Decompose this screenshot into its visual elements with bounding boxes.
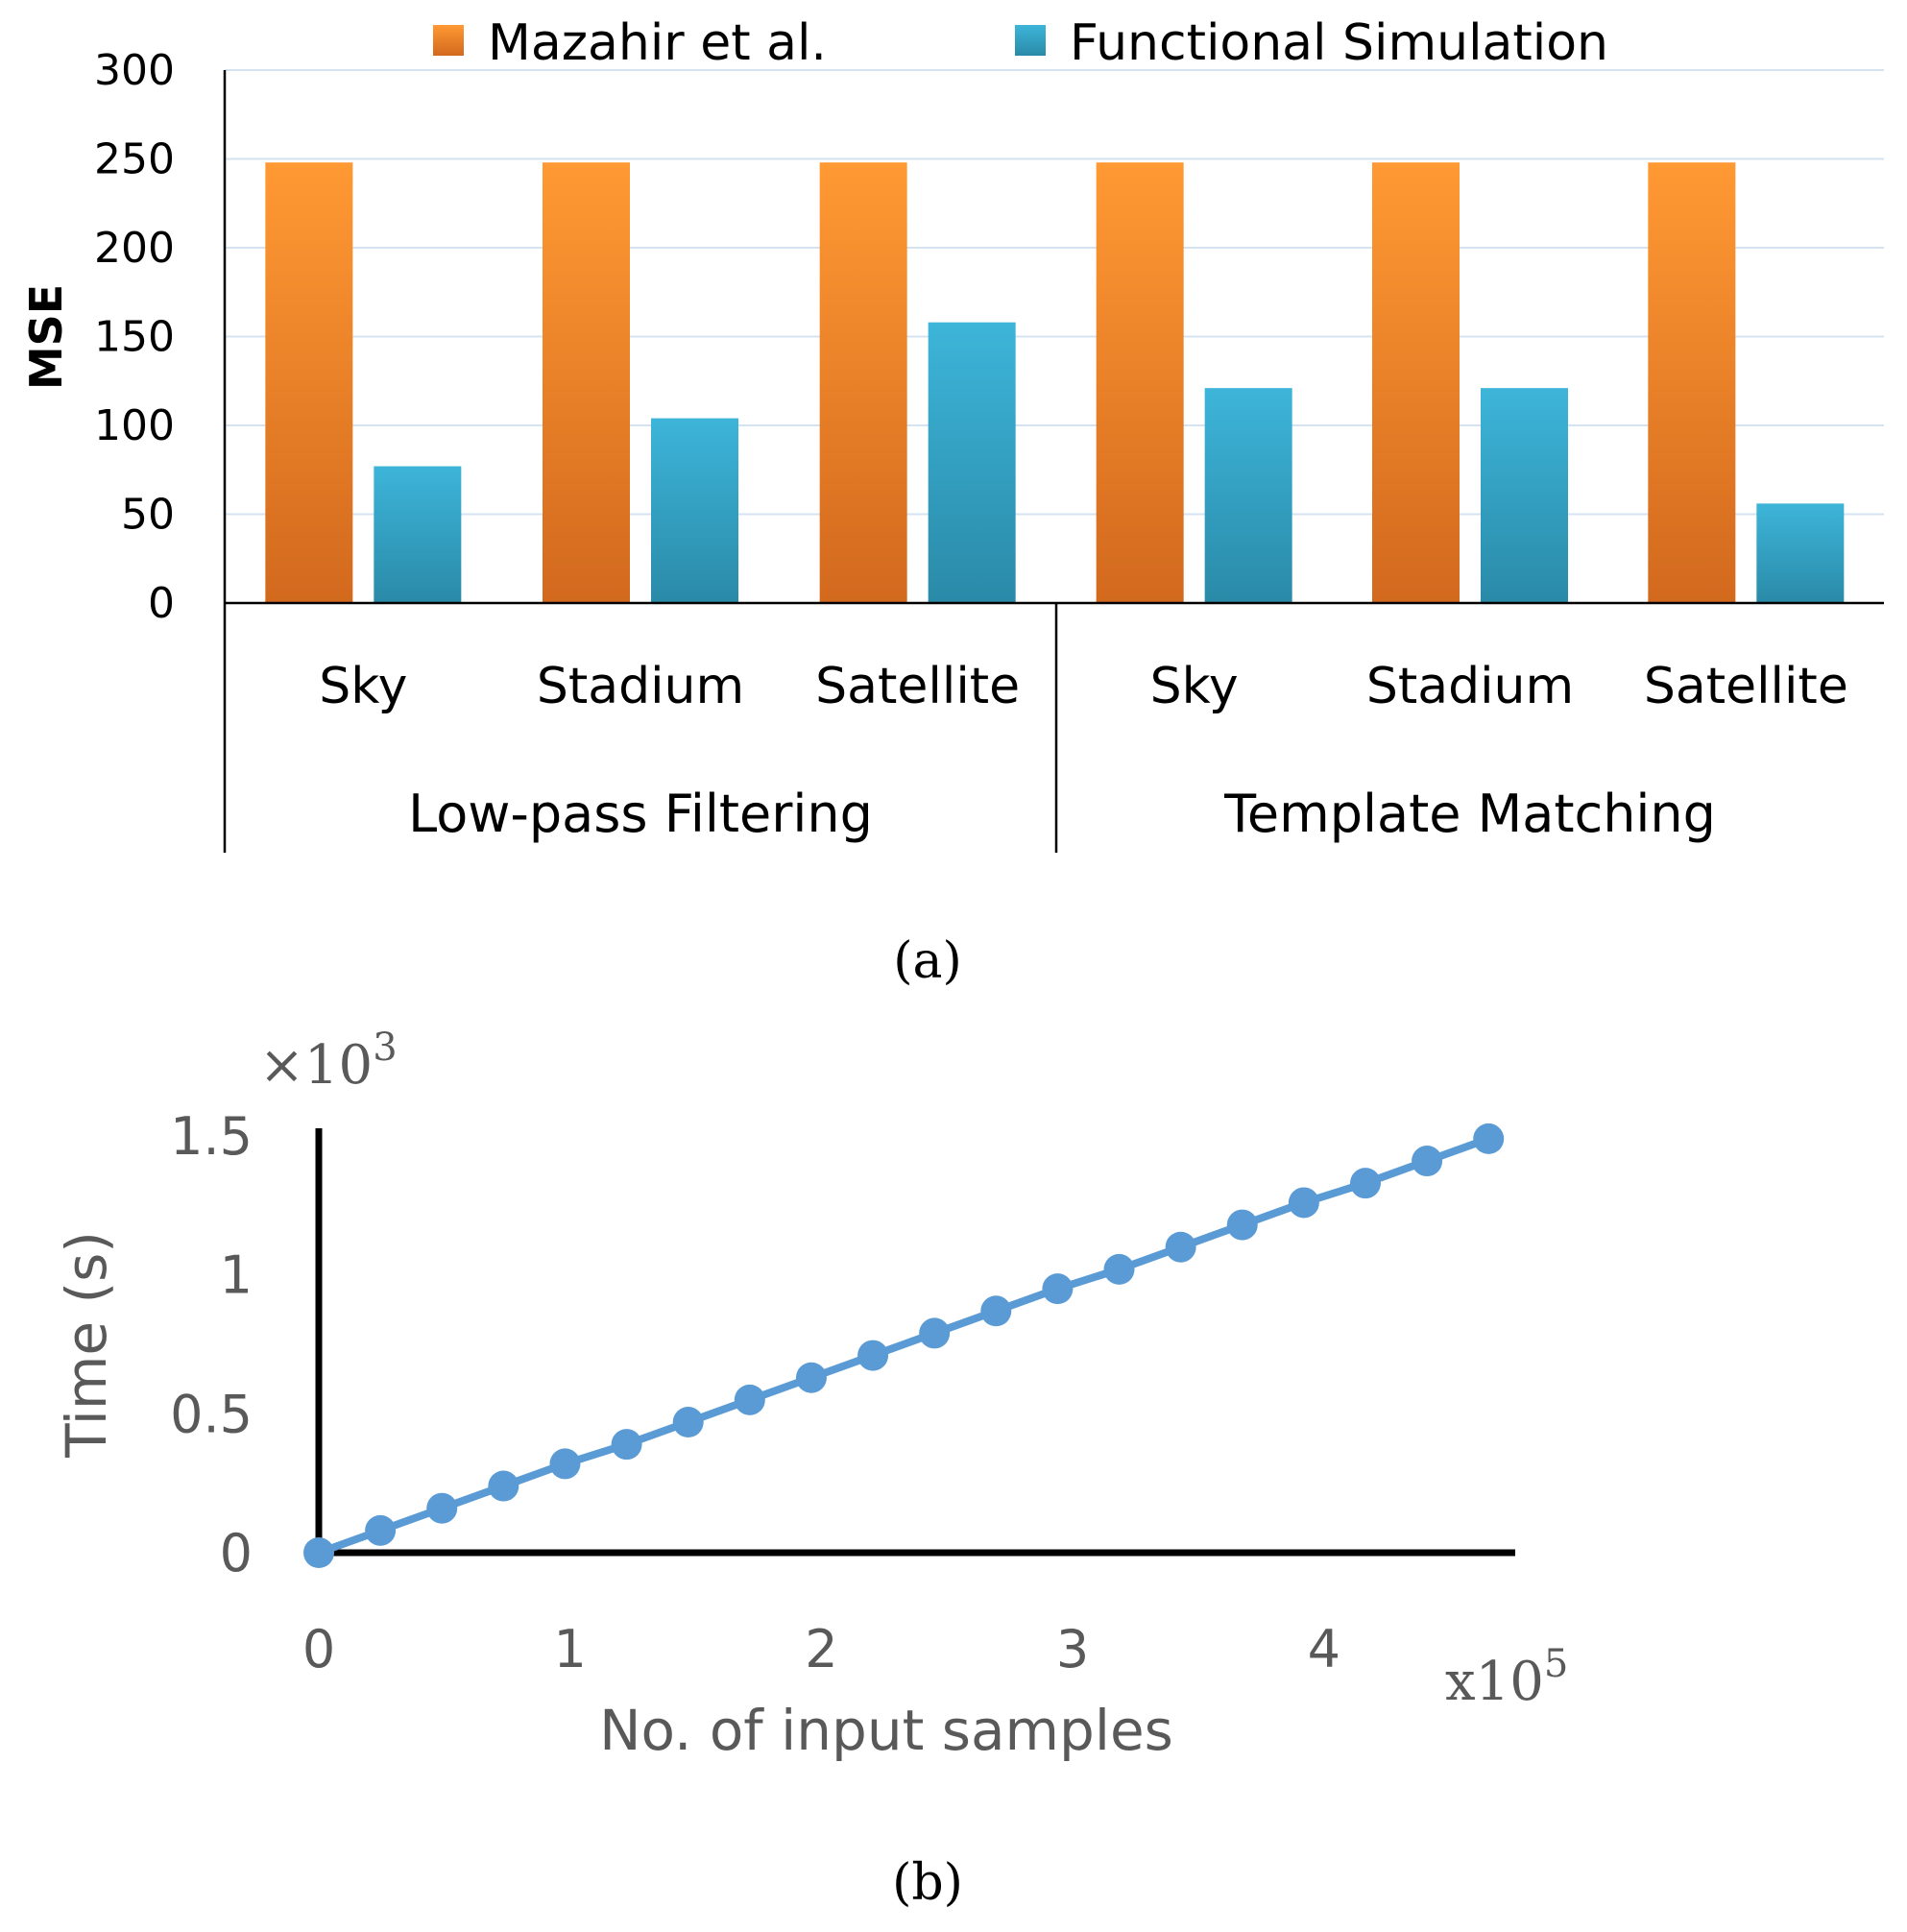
category-label: Sky — [1150, 658, 1239, 715]
legend-swatch-mazahir — [433, 25, 464, 56]
y-multiplier: ×103 — [259, 1026, 398, 1097]
group-label: Template Matching — [1223, 784, 1716, 844]
data-point — [734, 1384, 765, 1415]
data-point — [611, 1429, 642, 1461]
y-tick-labels: 0 0.5 1 1.5 — [170, 1106, 253, 1583]
y-tick-label: 1.5 — [170, 1106, 253, 1167]
bar-functional-simulation — [651, 418, 738, 603]
bar-functional-simulation — [1756, 503, 1845, 603]
y-tick-label: 300 — [94, 46, 175, 95]
y-multiplier-exp: 3 — [373, 1026, 397, 1070]
data-point — [795, 1362, 827, 1393]
legend-swatch-functional — [1015, 25, 1046, 56]
bar-mazahir — [1096, 162, 1184, 603]
data-point — [919, 1317, 951, 1349]
data-point — [1165, 1231, 1196, 1263]
bar-chart: Mazahir et al. Functional Simulation 0 5… — [20, 14, 1884, 990]
data-point — [426, 1492, 458, 1524]
category-label: Stadium — [1366, 658, 1574, 715]
y-tick-label: 100 — [94, 401, 175, 450]
gridlines — [225, 69, 1884, 516]
y-axis-title: MSE — [20, 284, 72, 390]
bar-functional-simulation — [1481, 388, 1568, 603]
y-tick-label: 0 — [148, 579, 175, 628]
y-multiplier-base: ×10 — [259, 1034, 373, 1097]
line-chart: ×103 0 0.5 1 1.5 Time (s) 0 1 2 3 4 x105… — [54, 1026, 1568, 1912]
data-point — [365, 1514, 397, 1546]
group-label: Low-pass Filtering — [408, 784, 873, 844]
legend: Mazahir et al. Functional Simulation — [433, 14, 1608, 72]
y-tick-labels: 0 50 100 150 200 250 300 — [94, 46, 175, 628]
y-tick-label: 50 — [121, 491, 175, 540]
data-point — [1412, 1146, 1443, 1177]
data-point — [303, 1537, 334, 1568]
x-tick-label: 0 — [302, 1619, 335, 1679]
y-tick-label: 0.5 — [170, 1384, 253, 1444]
data-point — [1473, 1123, 1505, 1154]
caption-a: (a) — [893, 932, 962, 990]
x-axis-title: No. of input samples — [599, 1698, 1173, 1763]
category-label: Sky — [319, 658, 407, 715]
category-label: Satellite — [1644, 658, 1848, 715]
bar-mazahir — [1648, 162, 1736, 603]
x-multiplier-base: x10 — [1445, 1651, 1544, 1713]
bar-mazahir — [543, 162, 630, 603]
data-point — [1042, 1273, 1074, 1305]
bar-functional-simulation — [928, 322, 1016, 603]
bar-functional-simulation — [374, 466, 462, 603]
legend-label-functional: Functional Simulation — [1070, 14, 1608, 72]
y-tick-label: 150 — [94, 313, 175, 362]
bar-mazahir — [265, 162, 353, 603]
data-point — [549, 1448, 581, 1480]
legend-label-mazahir: Mazahir et al. — [488, 14, 827, 72]
data-point — [672, 1407, 704, 1438]
bar-mazahir — [819, 162, 907, 603]
y-axis-title: Time (s) — [54, 1231, 119, 1459]
x-tick-labels: 0 1 2 3 4 — [302, 1619, 1340, 1679]
caption-b: (b) — [892, 1854, 963, 1912]
bars — [265, 162, 1845, 603]
x-multiplier-exp: 5 — [1544, 1642, 1568, 1686]
y-tick-label: 0 — [220, 1523, 253, 1583]
x-tick-label: 1 — [554, 1619, 587, 1679]
x-tick-label: 3 — [1056, 1619, 1089, 1679]
bar-functional-simulation — [1204, 388, 1292, 603]
data-point — [1288, 1187, 1319, 1219]
series-line — [303, 1123, 1505, 1568]
data-point — [1349, 1168, 1381, 1199]
category-label: Satellite — [815, 658, 1020, 715]
y-tick-label: 1 — [220, 1245, 253, 1306]
category-labels: Sky Stadium Satellite Sky Stadium Satell… — [319, 658, 1848, 715]
bar-mazahir — [1372, 162, 1460, 603]
y-tick-label: 250 — [94, 135, 175, 184]
y-tick-label: 200 — [94, 224, 175, 273]
x-tick-label: 2 — [805, 1619, 837, 1679]
category-label: Stadium — [537, 658, 744, 715]
x-multiplier: x105 — [1445, 1642, 1568, 1713]
x-tick-label: 4 — [1308, 1619, 1340, 1679]
data-point — [980, 1295, 1012, 1327]
data-point — [1103, 1253, 1135, 1285]
data-point — [1226, 1209, 1258, 1241]
data-point — [488, 1470, 519, 1502]
data-point — [857, 1340, 889, 1371]
